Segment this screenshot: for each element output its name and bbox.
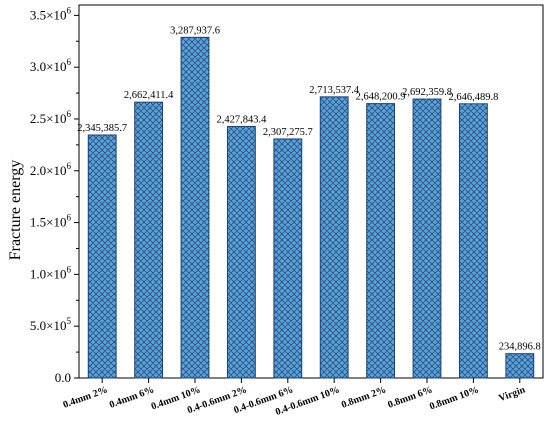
x-tick-label: 0.8mm 10% [428,384,480,412]
data-label: 2,345,385.7 [77,123,127,134]
y-axis-title: Fracture energy [7,160,24,261]
y-axis: 0.0 5.0×105 1.0×106 1.5×106 2.0×106 2.5×106 3.… [30,5,79,385]
data-label: 2,713,537.4 [309,85,360,96]
y-tick-label: 3.0×106 [30,57,72,74]
bar [180,36,210,379]
y-tick-label: 2.0×106 [30,161,72,178]
bar [226,125,256,379]
data-labels-group: 2,345,385.7 2,662,411.4 3,287,937.6 2,427,8… [77,25,541,352]
data-label: 2,646,489.8 [448,92,498,103]
bars-group [87,36,535,379]
plot-border [78,4,544,379]
bar [412,98,442,379]
y-tick-label: 0.0 [55,370,71,385]
data-label: 3,287,937.6 [170,25,220,36]
bar [87,134,117,379]
plot-frame [78,4,544,379]
x-tick-label: 0.4mm 2% [62,384,110,410]
y-tick-label: 3.5×106 [30,5,72,22]
y-tick-label: 5.0×105 [30,316,72,333]
x-tick-label: 0.8mm 2% [340,384,388,410]
y-tick-label: 2.5×106 [30,109,72,126]
bar [134,101,164,379]
bar [505,353,535,379]
data-label: 234,896.8 [499,342,541,353]
x-tick-label: 0.4mm 6% [108,384,156,410]
bar [273,138,303,379]
bar [366,103,396,379]
data-label: 2,427,843.4 [216,114,267,125]
x-tick-label: Virgin [497,384,527,404]
bar [319,96,349,379]
bar [458,103,488,379]
data-label: 2,692,359.8 [402,87,452,98]
y-tick-label: 1.5×106 [30,213,72,230]
x-axis: 0.4mm 2%0.4mm 6%0.4mm 10%0.4-0.6mm 2%0.4… [62,378,527,418]
data-label: 2,662,411.4 [124,90,174,101]
y-tick-label: 1.0×106 [30,264,72,281]
x-tick-label: 0.8mm 6% [386,384,434,410]
data-label: 2,307,275.7 [263,127,313,138]
data-label: 2,648,200.9 [356,92,406,103]
